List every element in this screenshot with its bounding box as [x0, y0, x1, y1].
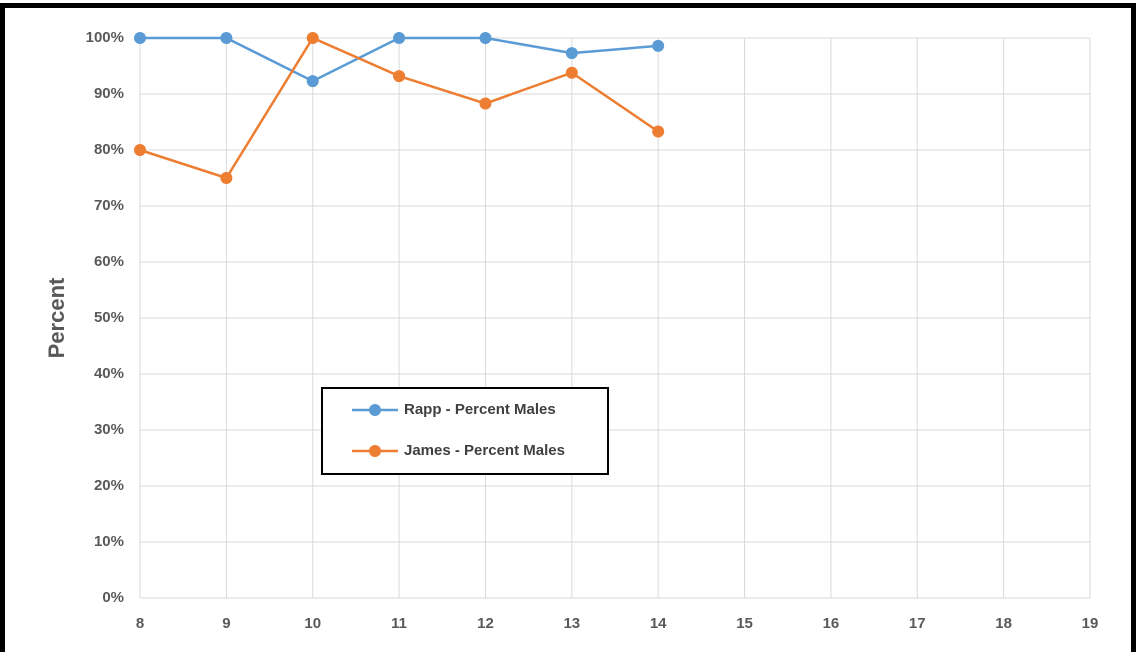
legend-label: Rapp - Percent Males	[404, 401, 556, 418]
legend-label: James - Percent Males	[404, 442, 565, 459]
x-tick-label: 11	[391, 615, 407, 632]
legend-marker	[369, 445, 381, 457]
y-tick-label: 70%	[94, 197, 124, 214]
x-tick-label: 17	[909, 615, 926, 632]
y-tick-label: 100%	[86, 29, 124, 46]
legend-marker	[369, 404, 381, 416]
legend: Rapp - Percent Males James - Percent Male…	[321, 387, 609, 475]
data-point	[220, 32, 233, 44]
y-tick-label: 20%	[94, 477, 124, 494]
data-point	[134, 144, 146, 156]
data-point	[393, 32, 406, 44]
data-point	[565, 66, 578, 79]
data-point	[652, 125, 665, 138]
data-point	[306, 75, 319, 88]
data-point	[479, 97, 492, 110]
x-tick-label: 16	[823, 615, 840, 632]
y-tick-label: 90%	[94, 85, 124, 102]
x-tick-label: 8	[136, 615, 144, 632]
data-point	[479, 32, 492, 44]
y-tick-label: 60%	[94, 253, 124, 270]
x-tick-label: 12	[477, 615, 494, 632]
y-tick-label: 80%	[94, 141, 124, 158]
frame	[0, 3, 1136, 652]
legend-box	[321, 387, 609, 475]
y-tick-label: 30%	[94, 421, 124, 438]
data-point	[306, 32, 319, 44]
data-point	[565, 47, 578, 60]
x-tick-label: 14	[650, 615, 667, 632]
x-tick-label: 18	[995, 615, 1012, 632]
data-point	[134, 32, 146, 44]
data-point	[220, 172, 233, 184]
y-tick-label: 50%	[94, 309, 124, 326]
x-tick-label: 19	[1082, 615, 1099, 632]
x-tick-label: 13	[563, 615, 580, 632]
data-point	[393, 70, 406, 83]
y-tick-label: 40%	[94, 365, 124, 382]
x-tick-label: 10	[304, 615, 321, 632]
y-tick-label: 0%	[102, 589, 124, 606]
y-tick-label: 10%	[94, 533, 124, 550]
y-axis-label: Percent	[44, 277, 69, 358]
data-point	[652, 39, 665, 52]
x-tick-label: 9	[222, 615, 230, 632]
x-tick-label: 15	[736, 615, 753, 632]
